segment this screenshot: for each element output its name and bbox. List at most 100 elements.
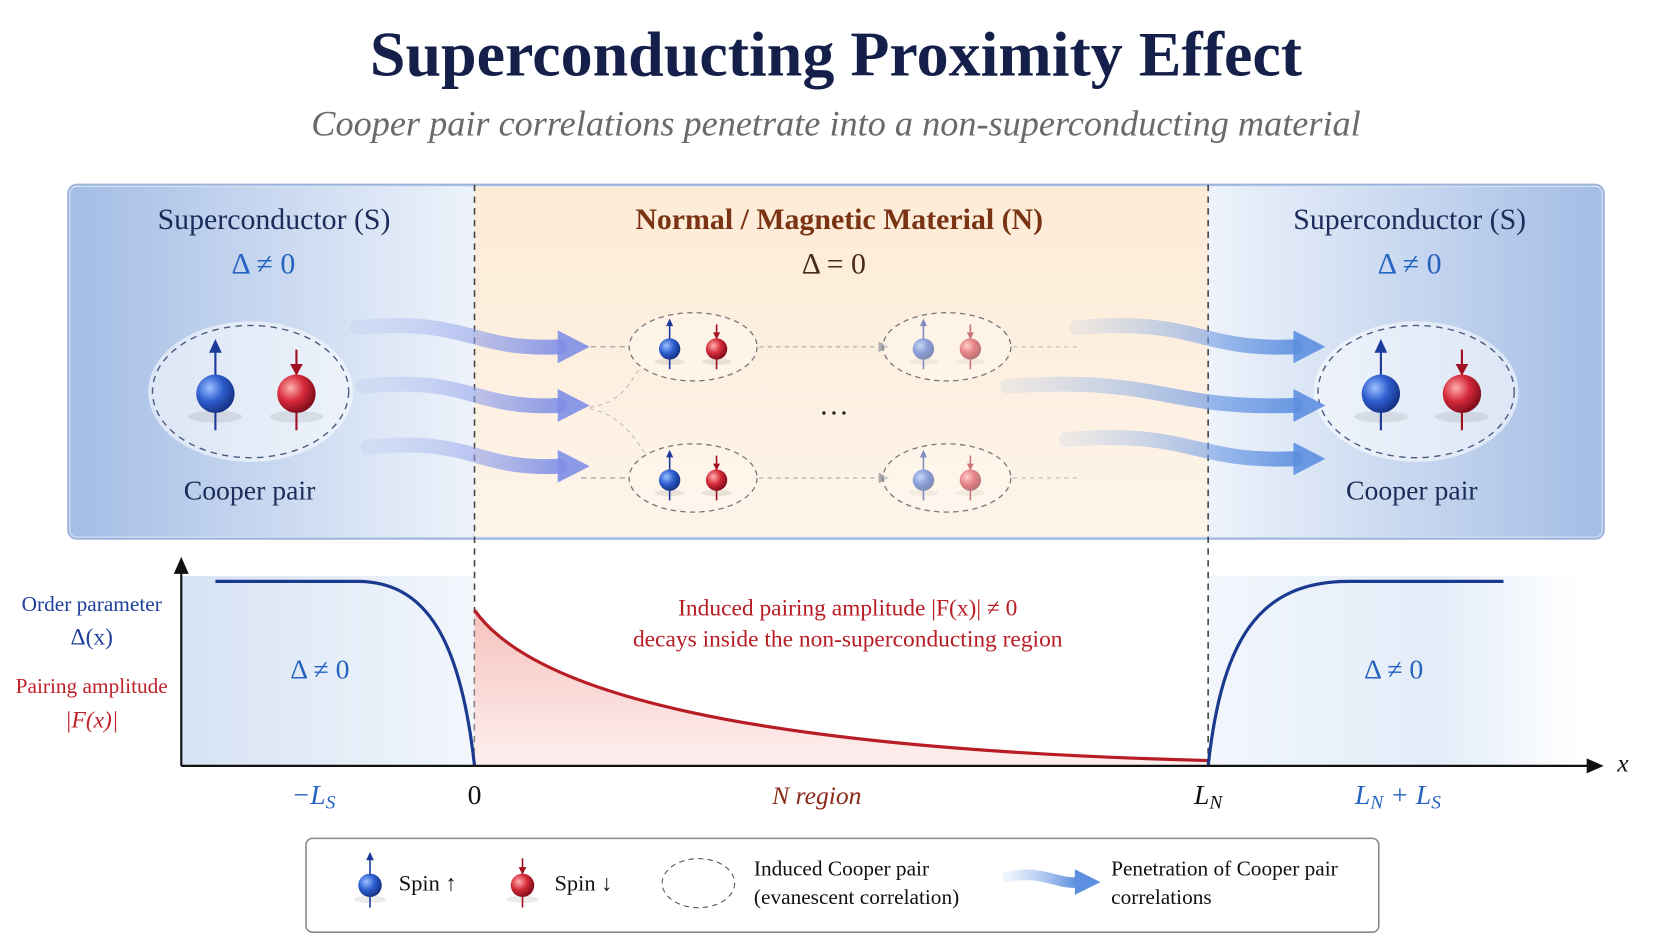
ball [1442,374,1482,413]
legend-text: correlations [1111,885,1212,909]
order-curve [1206,579,1504,767]
induced-pair [628,443,758,513]
pair-ellipse [1317,324,1515,459]
spin-head [713,463,721,471]
y-label: Δ(x) [71,624,113,650]
pairing-curve [473,609,1209,763]
arrow-head [557,449,590,483]
ball [277,374,316,413]
pair-glow [1313,321,1519,462]
arrow-body [1069,318,1304,355]
pair-label: Cooper pair [184,474,316,505]
decorations [148,312,1519,513]
spin-head [666,318,674,327]
spin-head [518,867,527,875]
pairing-fill [474,610,1209,766]
tick-label: LN + LS [1354,779,1441,813]
spin-up [1354,339,1408,431]
arrow-body [1002,869,1083,888]
plot: x Order parameter Δ(x) Pairing amplitude… [16,556,1629,814]
spin-up [654,318,685,370]
plot-shade-right [1208,576,1582,766]
arrow-head [557,389,590,422]
arrow-head [1293,389,1326,422]
arrow-body [1058,430,1304,467]
spin-head [966,332,974,340]
y-label: Pairing amplitude [16,674,168,698]
spin-head [666,449,674,458]
y-label: |F(x)| [65,708,118,734]
ellipsis: … [819,388,849,421]
spin-up [908,318,939,370]
region-gap: Δ = 0 [802,248,866,281]
pair-glow [148,321,353,462]
spin-down [1435,349,1489,431]
legend-text: Penetration of Cooper pair [1111,856,1338,880]
spin-down [701,455,732,501]
penetration-arrow [1058,430,1326,476]
ball [912,338,935,360]
spin-up [188,339,243,431]
spin-up [353,851,387,908]
spin-head [1374,339,1388,353]
ball [705,469,728,491]
spin-up [908,449,939,501]
spin-head [919,449,927,458]
penetration-arrow [360,437,590,483]
legend-text: (evanescent correlation) [754,885,959,909]
legend-text: Spin ↓ [554,870,612,895]
arrow-body [349,318,568,355]
pair-ellipse [151,324,350,459]
subtitle: Cooper pair correlations penetrate into … [311,103,1360,143]
ball [358,873,382,898]
legend-ellipse [661,858,736,909]
arrow-head [557,330,590,364]
ball [658,469,681,491]
arrow-body [355,376,568,414]
spin-head [209,339,222,353]
spin-up [654,449,685,501]
legend-text: Spin ↑ [399,870,457,895]
correlation-path [581,367,646,454]
ball [196,374,235,413]
spin-down [269,349,324,431]
arrow-head [1074,869,1101,895]
plot-gap: Δ ≠ 0 [290,653,349,684]
ball [959,469,982,491]
region-name: Normal / Magnetic Material (N) [635,203,1043,236]
annotation: Induced pairing amplitude |F(x)| ≠ 0 [678,596,1017,622]
induced-pair [882,312,1012,382]
region-name: Superconductor (S) [158,203,391,236]
legend-box [305,837,1380,934]
penetration-arrow [1000,376,1326,422]
spin-head [1455,363,1469,376]
y-label: Order parameter [22,592,162,616]
spin-down [701,324,732,370]
region-name: Superconductor (S) [1293,203,1526,236]
penetration-arrow [349,318,590,364]
arrow-body [360,437,568,475]
spin-down [955,324,986,370]
spin-down [506,858,539,908]
penetration-arrow [1069,318,1326,364]
spin-head [290,363,303,376]
legend-arrow [1002,869,1101,895]
axis-arrow [1586,758,1604,774]
arrow-body [1000,376,1304,414]
spin-head [919,318,927,327]
induced-pair [628,312,758,382]
ball [510,873,535,898]
penetration-arrow [355,376,590,422]
region-gap: Δ ≠ 0 [231,248,295,281]
spin-head [713,332,721,340]
axis-arrow [173,556,189,574]
plot-gap: Δ ≠ 0 [1364,653,1423,684]
ball [658,338,681,360]
ball [912,469,935,491]
order-curve [215,579,477,767]
ball [1361,374,1401,413]
region-n [474,186,1209,537]
annotation: decays inside the non-superconducting re… [633,626,1063,652]
legend: Spin ↑ Spin ↓ Induced Cooper pair (evane… [305,837,1380,934]
